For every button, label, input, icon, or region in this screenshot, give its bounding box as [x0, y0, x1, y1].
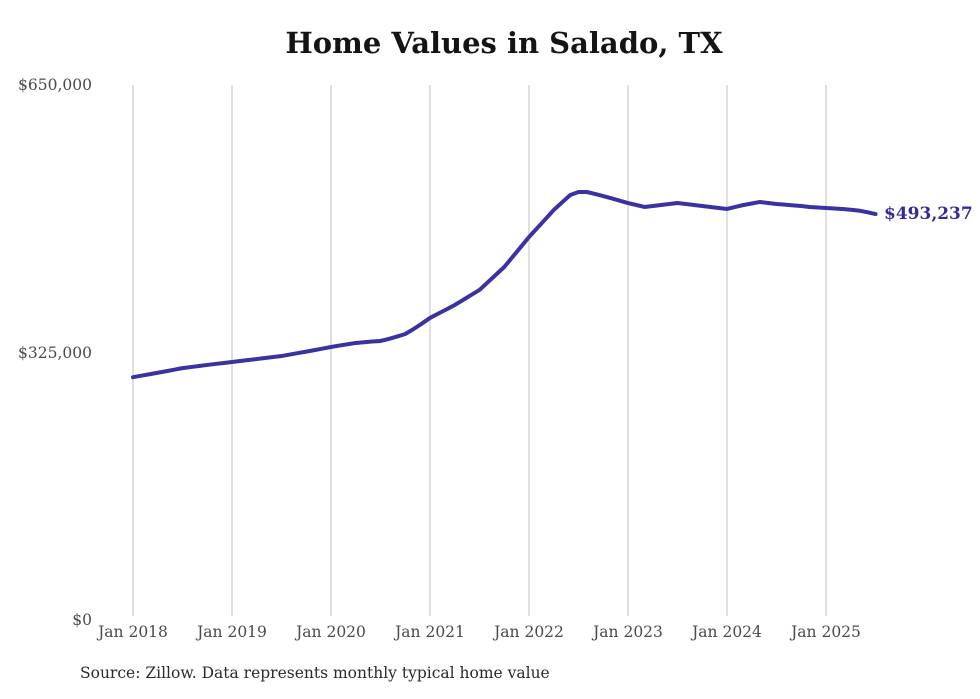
y-axis-tick-label: $650,000: [18, 76, 92, 94]
x-axis-tick-label: Jan 2024: [692, 623, 762, 641]
chart-title: Home Values in Salado, TX: [285, 26, 723, 60]
latest-value-label: $493,237: [884, 204, 973, 225]
value-line: [131, 190, 878, 380]
x-axis-tick-label: Jan 2025: [791, 623, 861, 641]
x-axis-tick-label: Jan 2018: [98, 623, 168, 641]
x-axis-tick-label: Jan 2019: [197, 623, 267, 641]
y-axis-tick-label: $0: [72, 611, 92, 629]
x-axis-tick-label: Jan 2020: [296, 623, 366, 641]
x-axis-tick-label: Jan 2023: [593, 623, 663, 641]
source-note: Source: Zillow. Data represents monthly …: [80, 664, 550, 682]
y-axis-tick-label: $325,000: [18, 343, 92, 362]
x-axis-tick-label: Jan 2022: [494, 623, 564, 641]
x-axis-tick-label: Jan 2021: [395, 623, 465, 641]
